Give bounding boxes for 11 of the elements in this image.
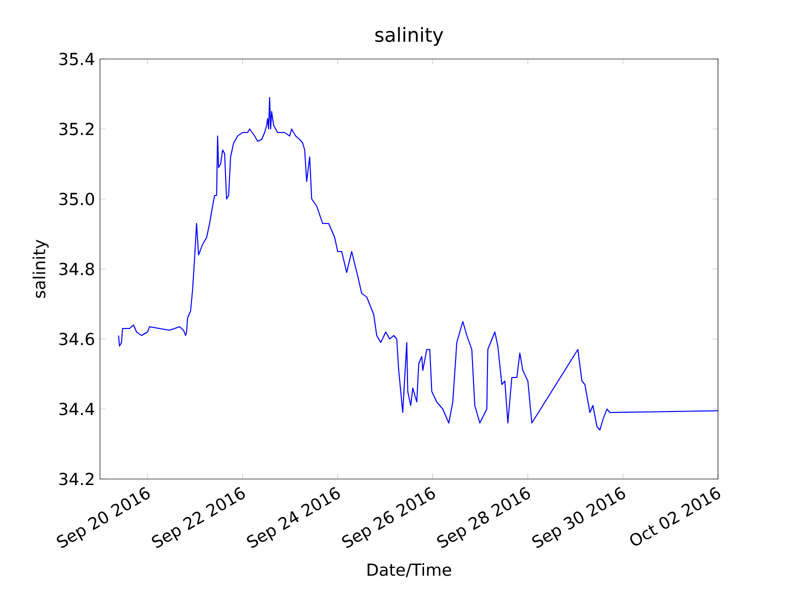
y-tick-label: 34.8 — [59, 262, 94, 276]
chart-title: salinity — [375, 27, 444, 46]
line-series — [118, 96, 718, 431]
y-tick-label: 35.0 — [59, 192, 94, 206]
y-tick-label: 34.2 — [59, 472, 94, 486]
y-axis-title: salinity — [32, 240, 49, 298]
y-tick-label: 35.2 — [59, 122, 94, 136]
y-tick-label: 34.6 — [59, 332, 94, 346]
x-axis-title: Date/Time — [368, 563, 452, 578]
y-tick-label: 34.4 — [59, 402, 94, 416]
y-tick-label: 35.4 — [59, 52, 94, 66]
